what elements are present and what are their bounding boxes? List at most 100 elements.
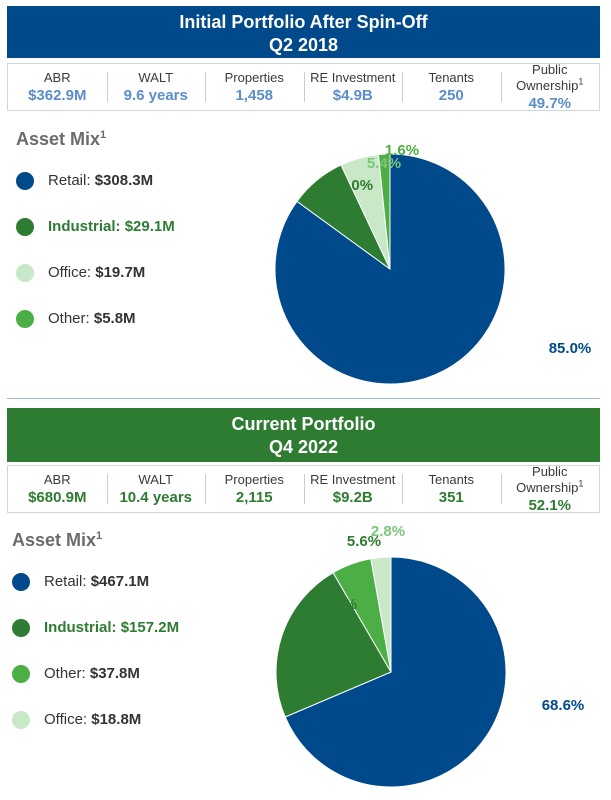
metric-value: $4.9B [332,86,373,104]
legend-text: Industrial: $29.1M [48,217,175,237]
pie-slice-office [370,556,392,673]
current-asset-mix-pie: 68.6% 23.0% 5.6%2.8% [275,523,585,788]
pie-slice-industrial [275,571,392,718]
legend-item-other: Other: $37.8M [12,664,242,710]
legend-value: $5.8M [93,310,136,327]
banner-period: Q2 2018 [268,35,339,55]
legend-value: $157.2M [120,619,180,636]
metric-label: ABR [43,471,71,487]
metric-value: 2,115 [235,488,273,506]
metric-value: 250 [438,86,464,104]
pie-label-retail: 68.6% [542,697,585,714]
metric-re-investment: RE Investment $4.9B [303,64,403,110]
legend-swatch [16,264,34,282]
footnote-marker: 1 [100,129,107,141]
legend-text: Office: $19.7M [48,263,145,283]
metric-label: ABR [43,69,71,85]
legend-value: $37.8M [89,665,140,682]
metric-public-ownership: Public Ownership1 49.7% [500,61,600,112]
metric-properties: Properties 1,458 [205,64,304,110]
legend-item-office: Office: $19.7M [16,263,246,309]
asset-mix-legend: Retail: $467.1M Industrial: $157.2M Othe… [12,572,242,756]
metric-label: RE Investment [310,69,396,85]
metric-tenants: Tenants 250 [402,64,501,110]
legend-item-industrial: Industrial: $29.1M [16,217,246,263]
legend-text: Retail: $308.3M [48,171,153,191]
legend-item-industrial: Industrial: $157.2M [12,618,242,664]
metric-abr: ABR $680.9M [8,466,107,512]
metric-label-text: Public Ownership [516,61,579,93]
pie-label-office: 2.8% [371,523,405,540]
legend-text: Office: $18.8M [44,710,141,730]
legend-text: Industrial: $157.2M [44,618,179,638]
metric-label: WALT [138,69,174,85]
legend-item-retail: Retail: $467.1M [12,572,242,618]
initial-asset-mix-pie: 85.0% 8.0% 5.4%1.6% [274,142,591,385]
metric-walt: WALT 9.6 years [106,64,206,110]
banner-title: Initial Portfolio After Spin-Off [179,12,428,32]
legend-name: Other: [48,310,90,327]
metric-value: $9.2B [332,488,373,506]
legend-value: $29.1M [124,218,175,235]
pie-slice-other [377,153,391,270]
legend-name: Retail: [48,172,91,189]
pie-slice-retail [274,153,506,385]
metric-properties: Properties 2,115 [205,466,304,512]
legend-swatch [16,218,34,236]
section-divider [7,398,600,399]
metric-re-investment: RE Investment $9.2B [303,466,403,512]
footnote-marker: 1 [578,478,584,489]
legend-value: $308.3M [94,172,154,189]
asset-mix-title: Asset Mix1 [16,129,106,150]
legend-value: $18.8M [91,711,142,728]
legend-swatch [16,172,34,190]
asset-mix-title-text: Asset Mix [16,129,101,149]
pie-label-other: 1.6% [385,142,419,159]
legend-name: Retail: [44,573,87,590]
metric-value: $680.9M [28,488,87,506]
legend-text: Other: $37.8M [44,664,140,684]
metric-label: WALT [138,471,174,487]
current-portfolio-section: Current Portfolio Q4 2022 ABR $680.9M WA… [0,402,611,800]
metric-label: Properties [224,69,284,85]
metric-value: 49.7% [528,94,572,112]
pie-label-industrial: 8.0% [339,177,373,194]
legend-name: Office: [48,264,92,281]
metric-label: Public Ownership1 [501,464,600,496]
footnote-marker: 1 [578,76,584,87]
asset-mix-legend: Retail: $308.3M Industrial: $29.1M Offic… [16,171,246,355]
legend-name: Industrial: [44,619,117,636]
legend-text: Other: $5.8M [48,309,136,329]
asset-mix-title: Asset Mix1 [12,530,102,551]
legend-swatch [12,619,30,637]
metric-label-text: Public Ownership [516,463,579,495]
metric-value: $362.9M [28,86,87,104]
metric-value: 9.6 years [123,86,188,104]
legend-item-other: Other: $5.8M [16,309,246,355]
metrics-bar: ABR $362.9M WALT 9.6 years Properties 1,… [7,61,600,112]
metric-abr: ABR $362.9M [8,64,107,110]
banner-title: Current Portfolio [231,414,376,434]
metric-value: 351 [438,488,464,506]
legend-swatch [12,573,30,591]
metric-label: Properties [224,471,284,487]
banner-period: Q4 2022 [268,437,339,457]
metric-tenants: Tenants 351 [402,466,501,512]
metrics-bar: ABR $680.9M WALT 10.4 years Properties 2… [7,464,600,514]
pie-label-office: 5.4% [367,155,401,172]
legend-name: Other: [44,665,86,682]
metric-value: 1,458 [235,86,274,104]
metric-label: Tenants [428,471,475,487]
metric-walt: WALT 10.4 years [106,466,206,512]
legend-name: Industrial: [48,218,121,235]
initial-portfolio-section: Initial Portfolio After Spin-Off Q2 2018… [7,6,600,399]
pie-label-other: 5.6% [347,533,381,550]
legend-value: $19.7M [95,264,146,281]
legend-swatch [16,310,34,328]
legend-item-office: Office: $18.8M [12,710,242,756]
pie-label-industrial: 23.0% [315,596,358,613]
legend-text: Retail: $467.1M [44,572,149,592]
metric-value: 52.1% [528,496,572,514]
metric-label: RE Investment [310,471,396,487]
legend-swatch [12,665,30,683]
